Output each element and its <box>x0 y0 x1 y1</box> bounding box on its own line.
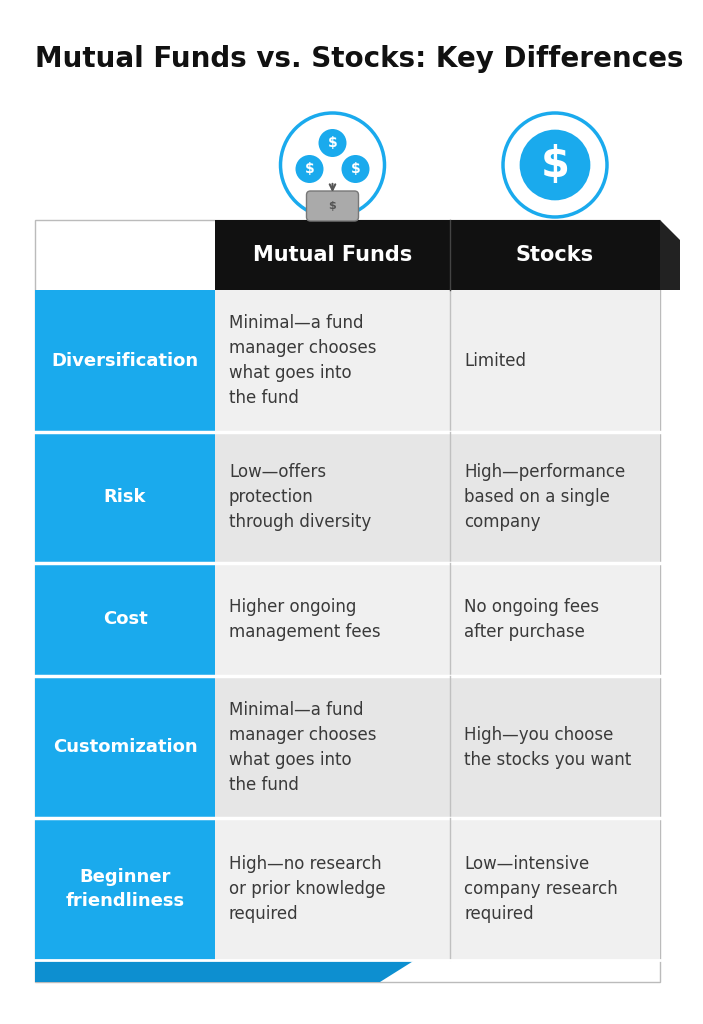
Text: Minimal—a fund
manager chooses
what goes into
the fund: Minimal—a fund manager chooses what goes… <box>229 314 377 408</box>
Bar <box>35 432 215 562</box>
Text: Stocks: Stocks <box>516 245 594 265</box>
Text: No ongoing fees
after purchase: No ongoing fees after purchase <box>464 598 599 641</box>
Text: $: $ <box>328 136 337 150</box>
Text: Beginner
friendliness: Beginner friendliness <box>65 868 185 910</box>
Polygon shape <box>35 961 415 982</box>
FancyBboxPatch shape <box>307 191 359 221</box>
Text: $: $ <box>328 201 336 211</box>
Circle shape <box>520 130 591 201</box>
Circle shape <box>342 155 370 183</box>
Text: $: $ <box>304 162 314 176</box>
Text: Mutual Funds vs. Stocks: Key Differences: Mutual Funds vs. Stocks: Key Differences <box>35 45 683 73</box>
Bar <box>215 562 660 676</box>
Text: $: $ <box>541 144 569 186</box>
Text: Customization: Customization <box>53 738 198 756</box>
Text: High—performance
based on a single
company: High—performance based on a single compa… <box>464 463 625 531</box>
Bar <box>35 676 215 818</box>
Bar <box>215 220 660 290</box>
Bar <box>35 562 215 676</box>
Bar <box>215 290 660 432</box>
Polygon shape <box>660 220 680 290</box>
Text: Diversification: Diversification <box>51 352 198 370</box>
Bar <box>35 818 215 961</box>
Text: Risk: Risk <box>104 488 146 506</box>
Text: Limited: Limited <box>464 352 526 370</box>
Text: High—no research
or prior knowledge
required: High—no research or prior knowledge requ… <box>229 855 386 923</box>
Text: Mutual Funds: Mutual Funds <box>253 245 412 265</box>
Text: $: $ <box>351 162 361 176</box>
Text: Cost: Cost <box>103 610 148 629</box>
Bar <box>215 432 660 562</box>
Bar <box>215 818 660 961</box>
Text: Higher ongoing
management fees: Higher ongoing management fees <box>229 598 380 641</box>
Bar <box>35 290 215 432</box>
Bar <box>215 676 660 818</box>
Text: Minimal—a fund
manager chooses
what goes into
the fund: Minimal—a fund manager chooses what goes… <box>229 700 377 794</box>
Text: High—you choose
the stocks you want: High—you choose the stocks you want <box>464 726 631 769</box>
Circle shape <box>318 129 347 157</box>
Text: Low—intensive
company research
required: Low—intensive company research required <box>464 855 618 923</box>
Bar <box>35 220 660 982</box>
Text: Low—offers
protection
through diversity: Low—offers protection through diversity <box>229 463 371 531</box>
Circle shape <box>295 155 323 183</box>
